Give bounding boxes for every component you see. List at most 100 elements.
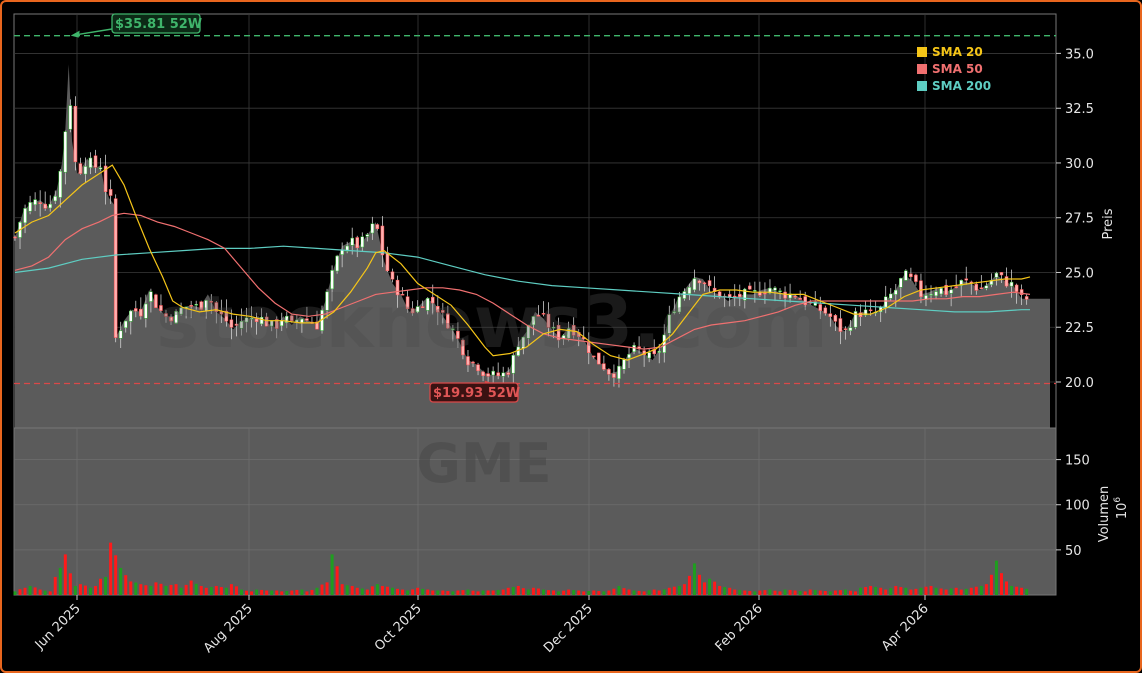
volume-bar [743, 590, 747, 595]
candle-body [566, 328, 571, 339]
candle [647, 348, 651, 363]
volume-bar [838, 590, 842, 595]
volume-bar [768, 589, 772, 595]
candle [944, 279, 948, 298]
high-label: $35.81 52W [115, 17, 202, 32]
candle-body [753, 290, 757, 292]
candle-body [627, 354, 631, 359]
candle-body [481, 371, 485, 376]
volume-bar [209, 587, 213, 595]
volume-bar [144, 585, 148, 595]
candle [446, 305, 450, 329]
volume-bar [491, 590, 495, 595]
candle-body [783, 291, 787, 299]
candle-body [592, 355, 596, 358]
candle [833, 314, 838, 331]
volume-bar [476, 591, 480, 595]
candle-body [959, 279, 963, 286]
volume-bar [396, 588, 400, 595]
volume-bar [214, 585, 218, 595]
candle [894, 283, 898, 307]
candle-body [385, 252, 390, 272]
candle [511, 352, 516, 383]
volume-bar [340, 584, 344, 595]
volume-bar [285, 591, 289, 595]
volume-bar [350, 585, 354, 595]
candle-body [48, 203, 52, 209]
candle [531, 316, 536, 336]
candle [602, 355, 606, 371]
price-axis-label: Preis [1101, 208, 1116, 239]
candle [536, 305, 541, 317]
volume-bar [119, 567, 123, 595]
volume-bar [114, 555, 118, 595]
candle-body [43, 203, 47, 209]
volume-unit: 106 [1113, 497, 1130, 520]
candle [103, 154, 108, 205]
candle-body [1014, 284, 1019, 292]
candle-body [944, 284, 948, 295]
volume-bar [869, 585, 873, 595]
volume-tick-label: 100 [1065, 499, 1090, 514]
volume-bar [411, 589, 415, 595]
volume-bar [129, 581, 133, 595]
volume-bar [305, 591, 309, 595]
candle [612, 364, 616, 387]
volume-bar [647, 590, 651, 595]
candle [843, 326, 848, 340]
price-tick-label: 25.0 [1065, 266, 1094, 281]
price-tick-label: 27.5 [1065, 212, 1094, 227]
candle-body [234, 323, 239, 326]
candle [1019, 284, 1024, 306]
volume-bar [234, 586, 238, 595]
candle [607, 368, 611, 381]
candle [23, 204, 27, 234]
volume-bar [1010, 585, 1014, 595]
candle [491, 366, 495, 385]
price-tick-label: 20.0 [1065, 376, 1094, 391]
volume-bar [1015, 586, 1019, 595]
candle [868, 299, 873, 316]
candle [199, 300, 203, 311]
volume-bar [552, 590, 556, 595]
candle [38, 190, 42, 217]
volume-bar [375, 584, 379, 595]
volume-bar [582, 591, 586, 595]
volume-bar [325, 582, 329, 595]
candle [214, 300, 219, 324]
volume-bar [421, 588, 425, 595]
candle-body [123, 320, 128, 329]
candle-body [763, 292, 767, 295]
candle-body [113, 198, 118, 338]
candle-body [909, 273, 913, 277]
volume-bar [526, 589, 530, 595]
volume-bar [28, 585, 32, 595]
volume-bar [667, 587, 671, 595]
volume-bar [924, 586, 928, 595]
volume-bar [53, 576, 57, 595]
candle-body [1019, 289, 1024, 295]
candle-body [335, 255, 339, 272]
volume-tick-label: 50 [1065, 544, 1082, 559]
volume-bar [904, 587, 908, 595]
price-tick-label: 32.5 [1065, 102, 1094, 117]
volume-bar [250, 591, 254, 595]
candle-body [657, 351, 661, 353]
candle [113, 194, 118, 343]
volume-bar [557, 591, 561, 595]
volume-bar [984, 584, 988, 595]
candle-body [189, 305, 193, 307]
candle-body [828, 313, 833, 317]
candle [83, 157, 88, 183]
candle [234, 315, 239, 337]
volume-bar [536, 588, 540, 595]
volume-bar [884, 589, 888, 595]
volume-bar [179, 587, 183, 595]
volume-bar [874, 587, 878, 595]
volume-bar [934, 587, 938, 595]
candle [571, 317, 576, 339]
candle-body [1009, 281, 1014, 287]
candle-body [285, 315, 289, 323]
volume-bar [974, 586, 978, 595]
